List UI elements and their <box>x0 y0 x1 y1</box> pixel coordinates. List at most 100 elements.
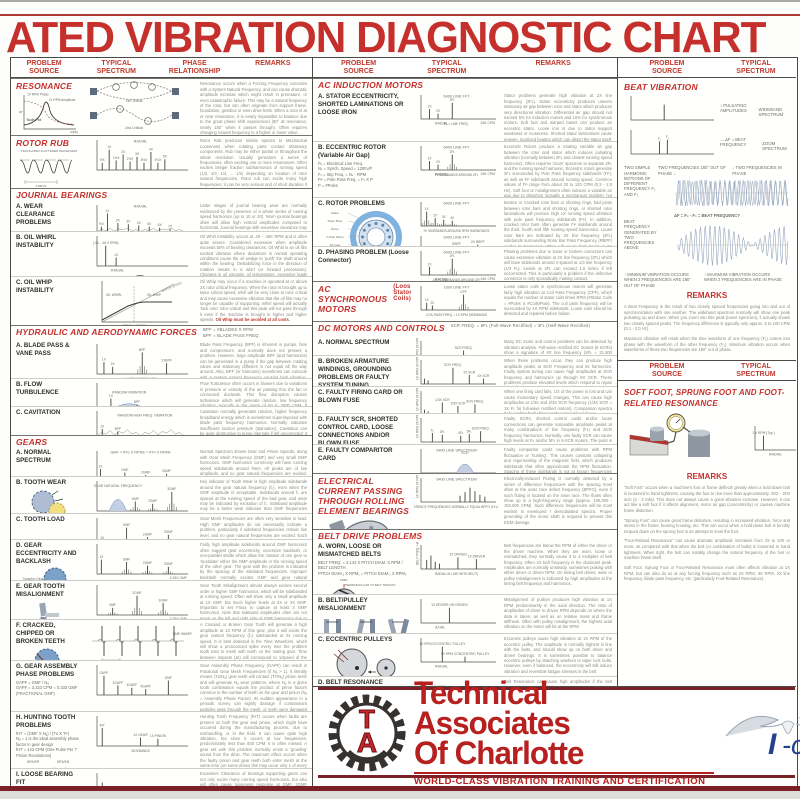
svg-text:2GMF: 2GMF <box>141 471 150 475</box>
chart-row: B. BELT/PULLEY MISALIGNMENT OFFSET PIGEO… <box>313 594 617 634</box>
svg-text:GMF: GMF <box>123 558 130 562</box>
svg-text:3X: 3X <box>126 220 131 224</box>
svg-text:1X RPM CONCENTRIC PULLEY: 1X RPM CONCENTRIC PULLEY <box>441 652 491 656</box>
section-heading: ROTOR RUB <box>16 138 82 148</box>
spectrum-plot: 6400 LINE FFT 1X 2X 3X 4X Fᴘ SIDEBANDS AROUND… <box>412 199 500 233</box>
belt-drive-icon: VERT.HORIZ.PULLEY #1PULLEY #2 PERPENDICU… <box>318 576 410 595</box>
svg-text:AXIAL: AXIAL <box>435 626 445 630</box>
svg-text:3GMF: 3GMF <box>164 563 173 567</box>
soft-foot-dial-indicator-art <box>629 413 710 458</box>
svg-text:3GMF: 3GMF <box>167 488 176 492</box>
problem-source-cell: A. NORMAL SPECTRUM <box>11 447 83 476</box>
svg-text:6400 LINE FFT: 6400 LINE FFT <box>444 202 471 206</box>
section-heading: BELT DRIVE PROBLEMS <box>313 530 617 541</box>
spectrum-cell: 6400 LINE FFT RADIAL 1X 2X 2Fʟ 24K CPM Fʟ = LI… <box>411 91 501 141</box>
svg-text:1st Critical: 1st Critical <box>126 99 143 103</box>
remarks-text: Gear Tooth Misalignment almost always ex… <box>200 583 307 620</box>
chart-row: A. WEAR CLEARANCE PROBLEMS RADIAL ½X 1X 2X 3X… <box>11 201 312 232</box>
spectrum-plot: 6400 LINE SPECTRUM 1X RPM 2X RPM DIFFERENC… <box>412 475 500 509</box>
svg-text:RPM: RPM <box>70 131 78 135</box>
section-title: AC INDUCTION MOTORS <box>318 80 424 91</box>
remarks-cell: Resonance occurs when a Forcing Frequenc… <box>197 79 312 135</box>
spectrum-chart: RANDOM HIGH FREQ. VIBRATION1XBPF120K CPM <box>96 411 184 436</box>
svg-text:1X GEAR: 1X GEAR <box>133 733 148 737</box>
eccentric-pulleys-icon <box>318 644 410 677</box>
section-heading: JOURNAL BEARINGS <box>11 189 312 201</box>
remarks-text: Broken or Cracked rotor bars or shorting… <box>504 200 612 247</box>
mode-shape-phase-art: 1st Critical 2nd Critical <box>90 81 179 130</box>
section-resonance: RESONANCE 1X RPM Phase 1X RPM Amplitude Bo… <box>11 78 312 135</box>
spectrum-chart: BELT FREQ. HARMONICS 1X DRIVEN 1X DRIVER RA… <box>416 542 496 576</box>
remarks-cell: Latter stages of journal bearing wear ar… <box>197 201 312 231</box>
chart-row: D. PHASING PROBLEM (Loose Connector) 6400… <box>313 246 617 281</box>
section-hydraulic-and-aerodynamic-forces: HYDRAULIC AND AERODYNAMIC FORCES BPF = #B… <box>11 325 312 436</box>
svg-text:1X: 1X <box>100 537 105 540</box>
spectrum-cell: RADIAL ½X 1X 1½X 2X 2½X 3X 3½X 4X 4½X 5X <box>83 136 197 188</box>
svg-text:RADIAL: RADIAL <box>435 173 448 177</box>
problem-source-cell: B. FLOW TURBULENCE <box>11 379 83 406</box>
section-title: BELT DRIVE PROBLEMS <box>318 531 423 542</box>
svg-text:90°: 90° <box>19 110 23 114</box>
section-heading: AC INDUCTION MOTORS <box>313 79 617 91</box>
remarks-text: Latter stages of journal bearing wear ar… <box>200 203 307 231</box>
remarks-text: Misalignment of pulleys produces high vi… <box>504 597 612 630</box>
problem-source-cell: C. OIL WHIP INSTABILITY <box>11 277 83 325</box>
spectrum-chart: 6400 LINE FFT RADIAL 1X 2X 2Fʟ 24K CPM Fʟ = LI… <box>420 95 496 126</box>
chart-row: H. HUNTING TOOTH PROBLEMS fΗТ = (GMF X Nₐ… <box>11 711 312 769</box>
svg-text:GEAR NATURAL FREQUENCY: GEAR NATURAL FREQUENCY <box>94 484 143 488</box>
svg-text:RANDOM HIGH FREQ. VIBRATION: RANDOM HIGH FREQ. VIBRATION <box>117 414 172 418</box>
company-banner: T A Technical Associates Of Charlotte WO… <box>318 677 800 787</box>
remarks-text: Cavitation normally generates random, hi… <box>200 409 307 436</box>
remarks-cell: Stator problems generate high vibration … <box>501 91 617 141</box>
svg-text:2GAPF: 2GAPF <box>112 681 123 685</box>
spectrum-plot: GMF = #Tɢ X RPMɢ = #Tᴘ X RPMᴘ 1X GMF 2GMF 3G… <box>84 448 196 477</box>
svg-text:3½X: 3½X <box>141 159 149 163</box>
svg-text:1X RPM 2X RPM: 1X RPM 2X RPM <box>416 357 420 380</box>
technical-associates-gear-logo-icon: T A <box>318 692 408 774</box>
spectrum-chart: fΗТ 1X GEAR 1X PINION SIDEBANDS <box>96 716 188 753</box>
chart-row: B. OIL WHIRL INSTABILITY RADIAL (.40 - .48… <box>11 231 312 277</box>
svg-text:2GMF: 2GMF <box>143 561 152 565</box>
column-header: REMARKS <box>255 60 291 67</box>
remarks-text: Phasing problems due to loose or broken … <box>504 249 612 282</box>
svg-text:TIME WAVEFORM: TIME WAVEFORM <box>173 632 192 636</box>
svg-text:6400 LINE FFT: 6400 LINE FFT <box>444 95 471 99</box>
beat-frequency-delta-label: ↔ ΔF = BEAT FREQUENCY <box>720 136 747 148</box>
svg-text:GAPF: GAPF <box>99 672 108 676</box>
problem-source-cell: I. LOOSE BEARING FIT LOOSE BRG. FIT GEAR… <box>11 769 83 786</box>
spectrum-plot: 1X RPM 2X RPM SCR FREQ. <box>412 338 500 356</box>
remarks-text: Flow Turbulence often occurs in blowers … <box>200 381 307 407</box>
spectrum-cell: BELT FREQ. HARMONICS 1X DRIVEN 1X DRIVER RA… <box>411 541 501 594</box>
hunting-gears-icon: DRIVER DRIVEN <box>16 758 82 769</box>
spectrum-plot: GAPF 2GAPF 3GAPF 4GAPF GMF <box>84 662 196 702</box>
remarks-paragraph: Soft Foot, Sprung Foot or Foot-Related R… <box>624 565 790 582</box>
svg-text:2Fʟ: 2Fʟ <box>450 150 456 154</box>
panel-divider <box>313 686 796 687</box>
svg-text:PERPENDICULAR TO BELT TENSION: PERPENDICULAR TO BELT TENSION <box>345 583 396 587</box>
formula-text: BELT FREQ. = 3.142 X PITCH DIAM. X RPM /… <box>318 559 407 576</box>
problem-label: E. GEAR TOOTH MISALIGNMENT <box>16 583 65 599</box>
chart-row: A. WORN, LOOSE OR MISMATCHED BELTS BELT F… <box>313 541 617 595</box>
formula-text: fΗТ = (GMF X Nₐ) / (Tɢ X Tᴘ) Nₐ = 1 is th… <box>16 730 79 758</box>
svg-text:2nd Critical: 2nd Critical <box>125 126 143 130</box>
problem-label: A. NORMAL SPECTRUM <box>318 339 390 347</box>
problem-label: B. TOOTH WEAR <box>16 479 67 487</box>
svg-text:1/3 Fʟ SIDEBANDS AROUND 2Fʟ: 1/3 Fʟ SIDEBANDS AROUND 2Fʟ <box>432 278 481 281</box>
svg-text:1X: 1X <box>105 209 110 213</box>
pulley-misalignment-art: OFFSET PIGEON TOE ANGLE <box>324 618 410 634</box>
chart-row: C. ECCENTRIC PULLEYS RADIAL 1X RPM ECCENT… <box>313 633 617 677</box>
column-header: REMARKS <box>535 60 571 67</box>
spectrum-chart: RADIAL 1X RPM ECCENTRIC PULLEY 1X RPM CONC… <box>419 638 496 669</box>
spectrum-cell: GMF 2GMF 3GMF 3.25X GMF <box>83 581 197 619</box>
svg-text:2Fʟ: 2Fʟ <box>440 431 446 435</box>
section-title: HYDRAULIC AND AERODYNAMIC FORCES <box>16 327 197 338</box>
svg-text:½X: ½X <box>99 222 105 226</box>
spectrum-cell: TIME WAVEFORM Δt = 1/RPM OF GEAR WITH BR… <box>83 620 197 661</box>
svg-text:2 REVS: 2 REVS <box>35 184 46 188</box>
chart-row: C. ROTOR PROBLEMS Stator Rotor Bars Rotor 2… <box>313 197 617 247</box>
max-vibration-note: ↑ MAXIMUM VIBRATION OCCURS WHEN 2 FREQUE… <box>704 272 782 283</box>
